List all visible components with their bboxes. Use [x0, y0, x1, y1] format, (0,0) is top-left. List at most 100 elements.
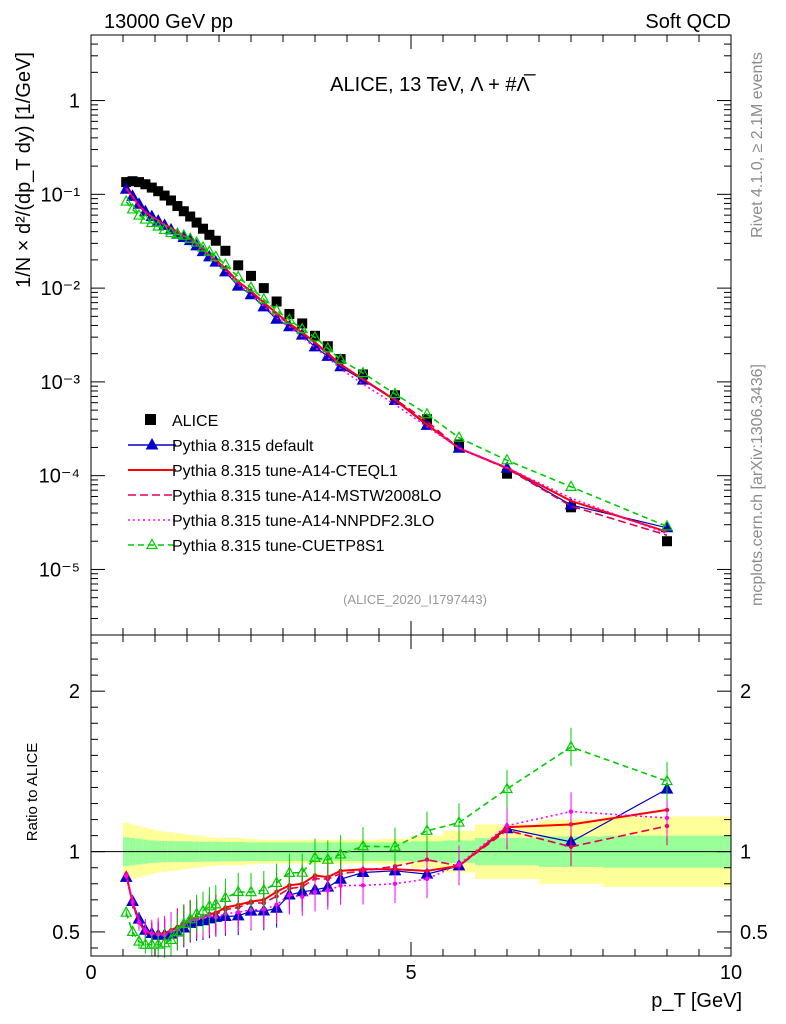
alice-data-point — [204, 229, 215, 240]
alice-data-point — [191, 217, 202, 228]
chart-title: ALICE, 13 TeV, Λ + #Λ̅ — [330, 73, 536, 96]
x-tick-label: 10 — [720, 962, 742, 984]
alice-data-point — [159, 190, 170, 201]
legend-label: Pythia 8.315 tune-A14-CTEQL1 — [172, 463, 398, 480]
pythia-8-315-tune-cuetp8s1-ratio-point — [232, 885, 245, 897]
pythia-8-315-tune-a14-mstw2008lo-ratio-point — [568, 844, 574, 849]
ratio-y-tick-label-right: 1 — [740, 842, 751, 864]
pythia-8-315-tune-cuetp8s1-point — [190, 235, 203, 247]
alice-data-point — [271, 296, 282, 307]
pythia-8-315-tune-cuetp8s1-point — [203, 245, 216, 256]
pythia-8-315-tune-a14-mstw2008lo-line — [125, 188, 668, 536]
alice-data-point — [178, 206, 189, 217]
pythia-8-315-tune-cuetp8s1-ratio-point — [388, 840, 402, 851]
x-tick-label: 5 — [405, 962, 416, 984]
pythia-8-315-tune-cuetp8s1-ratio-point — [270, 876, 283, 887]
alice-data-point — [172, 201, 183, 212]
pythia-8-315-tune-cuetp8s1-point — [209, 250, 222, 262]
alice-data-point — [153, 186, 164, 197]
pythia-8-315-tune-cuetp8s1-ratio-point — [564, 740, 578, 752]
pythia-8-315-tune-cuetp8s1-ratio-point — [132, 934, 146, 946]
pythia-8-315-tune-a14-nnpdf2-3lo-ratio-point — [664, 815, 670, 821]
ratio-y-axis-label: Ratio to ALICE — [24, 743, 41, 841]
pythia-8-315-tune-a14-nnpdf2-3lo-ratio-point — [287, 892, 292, 898]
pythia-8-315-tune-cuetp8s1-point — [420, 407, 434, 419]
pythia-8-315-tune-cuetp8s1-ratio-point — [145, 937, 158, 949]
pythia-8-315-tune-a14-nnpdf2-3lo-ratio-point — [274, 902, 279, 907]
pythia-8-315-tune-a14-nnpdf2-3lo-ratio-point — [124, 873, 129, 878]
legend-marker-pythia-8-315-default — [145, 437, 159, 450]
alice-data-point — [233, 260, 244, 271]
pythia-8-315-tune-cuetp8s1-point — [177, 228, 190, 240]
pythia-8-315-tune-a14-nnpdf2-3lo-ratio-point — [456, 862, 462, 867]
header-left: 13000 GeV pp — [104, 11, 233, 33]
pythia-8-315-tune-cuetp8s1-point — [152, 219, 165, 231]
alice-data-point — [258, 283, 269, 294]
x-tick-label: 0 — [85, 962, 96, 984]
ratio-y-tick-label: 1 — [69, 842, 80, 864]
pythia-8-315-tune-cuetp8s1-ratio-point — [660, 774, 674, 786]
y-tick-label: 10⁻⁴ — [39, 466, 80, 488]
legend: ALICE Pythia 8.315 default Pythia 8.315 tu… — [128, 413, 441, 555]
x-axis-label: p_T [GeV] — [651, 990, 742, 1012]
pythia-8-315-tune-a14-nnpdf2-3lo-ratio-point — [143, 928, 148, 933]
pythia-8-315-tune-cuetp8s1-ratio-point — [452, 815, 466, 827]
pythia-8-315-tune-cuetp8s1-point — [171, 227, 184, 239]
pythia-8-315-tune-a14-nnpdf2-3lo-ratio-point — [424, 876, 430, 882]
pythia-8-315-tune-cuetp8s1-point — [145, 216, 158, 227]
legend-label: Pythia 8.315 tune-A14-MSTW2008LO — [172, 488, 441, 505]
pythia-8-315-tune-cuetp8s1-ratio-point — [244, 885, 258, 897]
pythia-8-315-tune-cuetp8s1-ratio-point — [296, 865, 309, 877]
pythia-8-315-tune-cuetp8s1-ratio-point — [308, 851, 322, 862]
pythia-8-315-tune-cuetp8s1-point — [500, 453, 514, 465]
alice-data-point — [502, 468, 512, 479]
pythia-8-315-tune-cuetp8s1-point — [184, 232, 197, 243]
pythia-8-315-tune-cuetp8s1-ratio-point — [164, 933, 178, 945]
pythia-8-315-tune-a14-nnpdf2-3lo-ratio-line — [125, 810, 668, 936]
pythia-8-315-tune-a14-nnpdf2-3lo-ratio-point — [236, 910, 241, 915]
ratio-y-tick-label-right: 0.5 — [740, 922, 768, 944]
alice-data-point — [127, 176, 138, 187]
pythia-8-315-tune-cuetp8s1-line — [125, 201, 668, 528]
pythia-8-315-tune-cuetp8s1-ratio-point — [219, 891, 232, 902]
alice-data-point — [210, 235, 221, 246]
pythia-8-315-tune-cuetp8s1-ratio-point — [321, 852, 334, 864]
pythia-8-315-tune-cuetp8s1-ratio-point — [500, 782, 514, 794]
pythia-8-315-tune-a14-nnpdf2-3lo-line — [125, 188, 668, 535]
pythia-8-315-tune-a14-nnpdf2-3lo-ratio-point — [360, 883, 366, 888]
pythia-8-315-tune-a14-nnpdf2-3lo-ratio-point — [149, 931, 154, 936]
pythia-8-315-tune-a14-nnpdf2-3lo-ratio-point — [312, 889, 318, 895]
alice-data-point — [134, 177, 144, 188]
pythia-8-315-tune-cuetp8s1-ratio-point — [171, 925, 184, 937]
alice-data-point — [198, 223, 208, 234]
pythia-8-315-tune-cuetp8s1-ratio-point — [209, 897, 222, 909]
pythia-8-315-tune-cuetp8s1-point — [139, 212, 152, 224]
pythia-8-315-tune-cuetp8s1-point — [132, 208, 146, 220]
pythia-8-315-tune-cuetp8s1-point — [270, 303, 283, 315]
alice-data-point — [310, 330, 320, 341]
pythia-8-315-tune-cuetp8s1-ratio-line — [125, 746, 668, 946]
alice-data-point — [335, 354, 346, 365]
pythia-8-315-tune-cuetp8s1-point — [334, 353, 347, 364]
y-tick-label: 10⁻⁵ — [39, 559, 80, 581]
y-tick-label: 10⁻¹ — [41, 184, 81, 206]
legend-label: Pythia 8.315 tune-CUETP8S1 — [172, 538, 385, 555]
pythia-8-315-tune-cuetp8s1-ratio-point — [334, 847, 347, 859]
ratio-y-tick-label: 2 — [69, 681, 80, 703]
pythia-8-315-tune-cuetp8s1-ratio-point — [126, 925, 139, 937]
pythia-8-315-tune-cuetp8s1-point — [232, 270, 245, 282]
pythia-8-315-tune-cuetp8s1-ratio-point — [420, 824, 434, 835]
alice-data-point — [121, 177, 132, 188]
pythia-8-315-tune-cuetp8s1-ratio-point — [184, 912, 197, 924]
ratio-y-tick-label-right: 2 — [740, 681, 751, 703]
ratio-y-tick-label: 0.5 — [52, 922, 80, 944]
legend-label: Pythia 8.315 tune-A14-NNPDF2.3LO — [172, 513, 434, 530]
y-axis-label: 1/N × d²/(dp_T dy) [1/GeV] — [13, 52, 35, 288]
pythia-8-315-tune-cuetp8s1-ratio-point — [257, 883, 270, 895]
pythia-8-315-tune-cuetp8s1-point — [283, 313, 296, 324]
pythia-8-315-tune-cuetp8s1-point — [257, 292, 270, 304]
pythia-8-315-tune-cuetp8s1-ratio-point — [283, 866, 296, 877]
pythia-8-315-tune-cuetp8s1-point — [158, 223, 171, 235]
legend-label: Pythia 8.315 default — [172, 438, 314, 455]
